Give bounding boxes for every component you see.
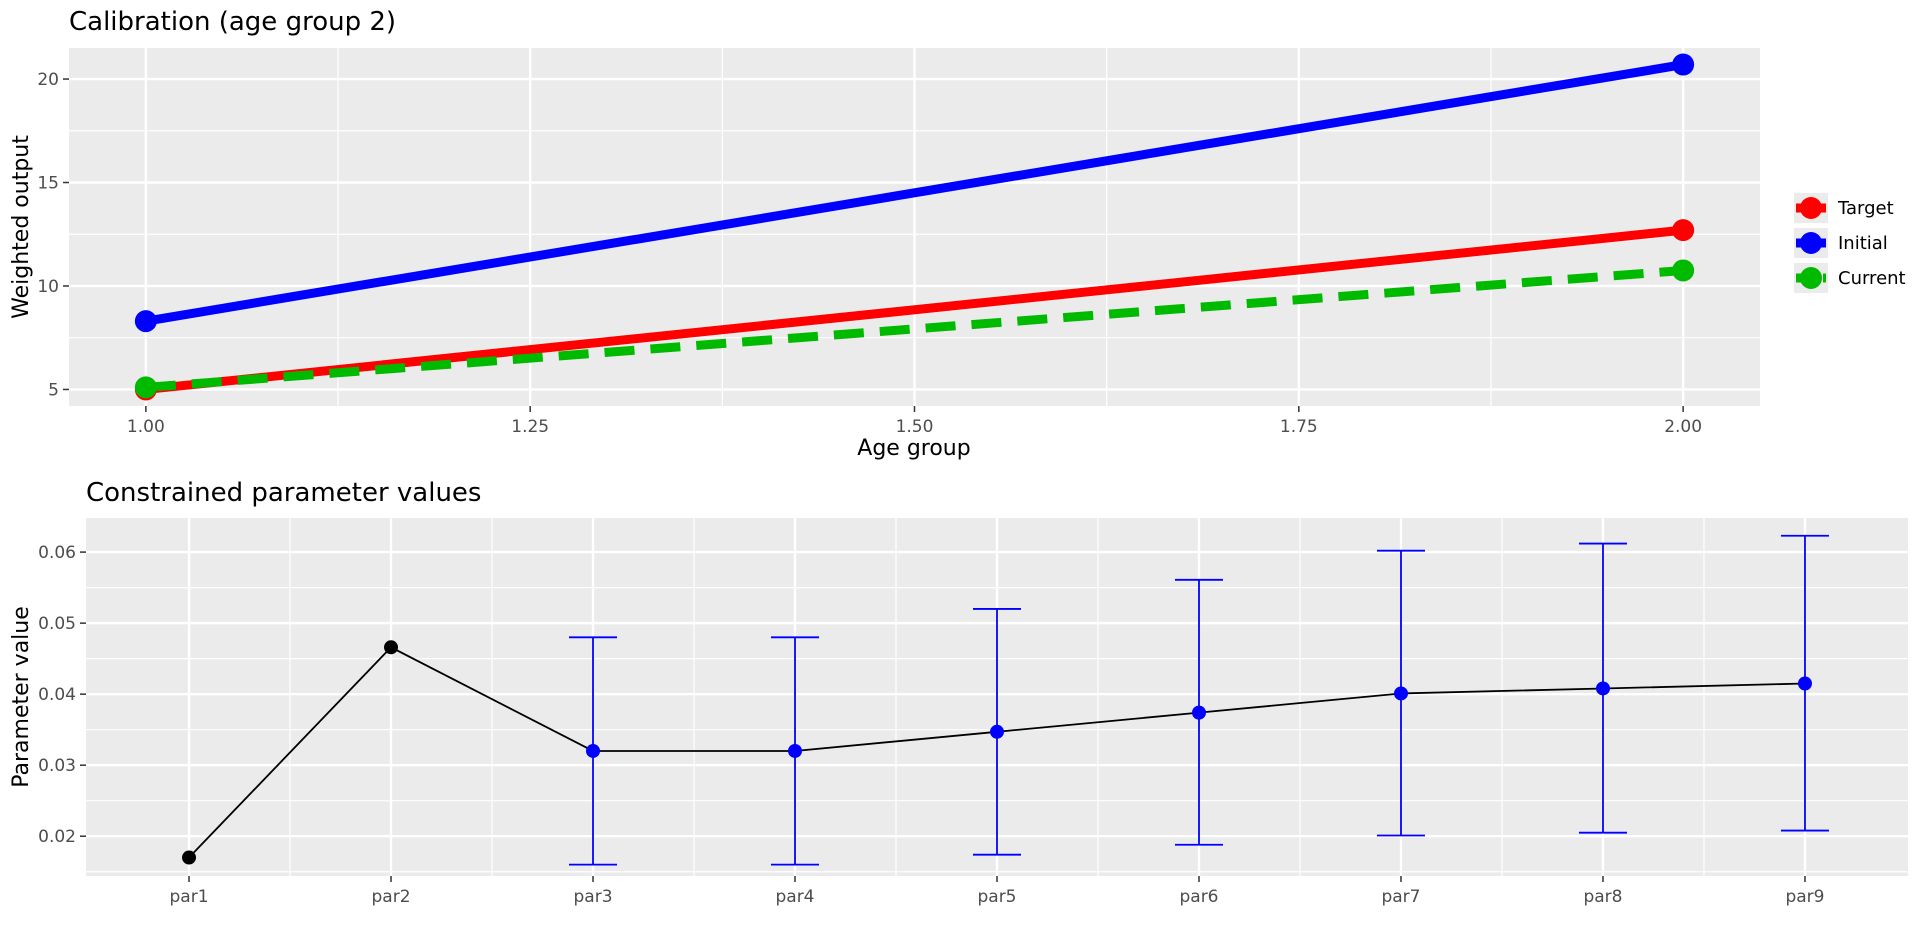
x-tick-label-par5: par5 [977,887,1016,907]
parameter-point-par4 [788,743,803,758]
series-point-initial [1672,53,1695,76]
y-tick-label: 15 [37,174,59,194]
series-point-target [1672,219,1695,242]
x-tick-label: 2.00 [1664,417,1702,437]
series-point-current [134,376,157,399]
parameter-y-ticks: 0.02 0.03 0.04 0.05 0.06 [38,543,86,847]
x-tick-label-par7: par7 [1381,887,1420,907]
x-tick-label: 1.50 [896,417,934,437]
y-tick-label: 0.02 [38,827,76,847]
x-tick-label-par6: par6 [1179,887,1218,907]
calibration-y-axis-title: Weighted output [9,135,34,319]
parameter-point-par3 [586,743,601,758]
parameter-y-axis-title: Parameter value [9,606,34,788]
legend-label-current: Current [1838,268,1906,289]
x-tick-label: 1.00 [127,417,165,437]
calibration-series-lines [145,60,1684,394]
parameter-point-par1 [182,850,197,865]
y-tick-label: 0.06 [38,543,76,563]
parameter-point-par9 [1797,676,1812,691]
calibration-series-points [134,53,1695,401]
parameter-x-ticks: par1 par2 par3 par4 par5 par6 par7 par8 par9 [170,876,1824,907]
legend-label-initial: Initial [1838,233,1888,254]
parameter-point-par6 [1191,705,1206,720]
legend-key-point-initial [1800,232,1822,254]
series-point-current [1672,259,1695,282]
x-tick-label: 1.25 [511,417,549,437]
y-tick-label: 10 [37,277,59,297]
x-tick-label-par8: par8 [1583,887,1622,907]
x-tick-label-par3: par3 [574,887,613,907]
calibration-gridlines [69,48,1760,406]
x-tick-label-par4: par4 [775,887,814,907]
legend-key-point-current [1800,267,1822,289]
y-tick-label: 0.04 [38,685,76,705]
parameter-panel: Constrained parameter values par1 par2 par… [9,478,1908,907]
series-line-target [145,225,1684,394]
parameter-title: Constrained parameter values [86,478,481,508]
calibration-legend: Target Initial Current [1794,193,1906,293]
y-tick-label: 0.03 [38,756,76,776]
x-tick-label-par1: par1 [170,887,209,907]
series-line-initial [145,60,1684,326]
parameter-points [182,640,1812,865]
calibration-title: Calibration (age group 2) [69,7,396,37]
parameter-point-par5 [990,724,1004,739]
calibration-x-axis-title: Age group [857,436,970,461]
y-tick-label: 0.05 [38,614,76,634]
legend-label-target: Target [1837,198,1894,219]
calibration-panel: Calibration (age group 2) 1.00 1.25 1.50 1.… [9,7,1906,461]
x-tick-label: 1.75 [1280,417,1318,437]
y-tick-label: 5 [48,380,59,400]
y-tick-label: 20 [37,70,59,90]
calibration-y-ticks: 5 10 15 20 [37,70,69,400]
parameter-point-par8 [1595,681,1610,696]
parameter-point-par7 [1393,686,1408,701]
calibration-x-ticks: 1.00 1.25 1.50 1.75 2.00 [127,406,1702,437]
legend-key-point-target [1800,197,1822,219]
series-line-current [145,265,1684,392]
x-tick-label-par9: par9 [1785,887,1824,907]
x-tick-label-par2: par2 [372,887,411,907]
series-point-initial [134,310,157,333]
parameter-point-par2 [384,640,399,655]
